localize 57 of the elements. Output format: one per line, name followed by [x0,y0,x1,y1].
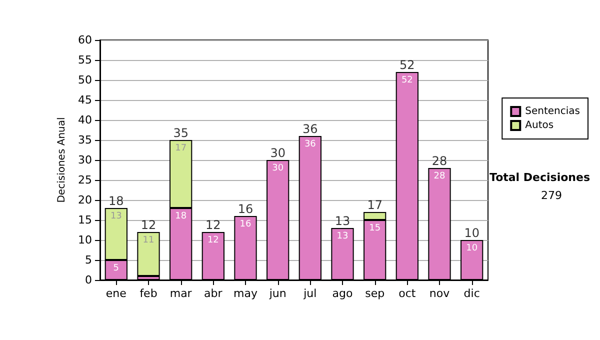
total-label: 28 [432,154,448,168]
x-tick-label: jul [302,287,317,300]
total-label: 18 [108,194,124,208]
text: 279 [541,189,562,202]
y-tick-label: 5 [85,254,92,266]
y-tick-label: 45 [78,94,92,106]
total-label: 16 [238,202,254,216]
x-tick-label: oct [398,287,416,300]
data-label: 30 [272,164,284,174]
data-label: 52 [401,76,413,86]
total-label: 13 [334,214,350,228]
total-label: 12 [206,218,221,232]
total-label: 36 [302,122,318,136]
data-label: 36 [304,140,316,150]
x-tick-label: ago [332,287,353,300]
data-label: 15 [369,224,381,234]
x-tick-label: sep [365,287,385,300]
x-tick-label: mar [170,287,192,300]
total-label: 52 [400,58,415,72]
legend-label: Autos [525,120,554,131]
data-label: 13 [336,232,348,242]
bar [137,232,160,276]
total-label: 17 [367,198,382,212]
total-label: 12 [140,218,156,232]
total-label: 30 [270,146,286,160]
text: Total Decisiones [490,171,590,184]
y-tick-label: 50 [78,74,92,86]
y-tick-label: 20 [78,194,92,206]
data-label: 10 [466,244,478,254]
y-tick-label: 40 [78,114,92,126]
y-tick-label: 55 [78,54,92,66]
y-tick-label: 0 [85,274,92,286]
x-tick-label: jun [268,287,286,300]
data-label: 13 [110,212,122,222]
legend-label: Sentencias [525,106,580,117]
x-tick-label: ene [106,287,127,300]
x-tick-label: feb [140,287,158,300]
data-label: 11 [142,236,154,246]
x-tick-label: nov [429,287,450,300]
y-tick-label: 10 [78,234,92,246]
y-tick-label: 25 [78,174,92,186]
y-axis-title: Decisiones Anual [56,117,68,203]
y-tick-label: 15 [78,214,92,226]
x-tick-label: dic [464,287,480,300]
data-label: 17 [175,144,187,154]
y-tick-label: 35 [78,134,92,146]
y-tick-label: 60 [78,34,92,46]
total-label: 35 [173,126,188,140]
x-tick-label: may [234,287,258,300]
data-label: 5 [113,264,120,274]
data-label: 16 [240,220,252,230]
data-label: 12 [207,236,219,246]
total-label: 10 [464,226,480,240]
y-tick-label: 30 [78,154,92,166]
data-label: 18 [175,212,187,222]
data-label: 28 [434,172,446,182]
x-tick-label: abr [204,287,223,300]
